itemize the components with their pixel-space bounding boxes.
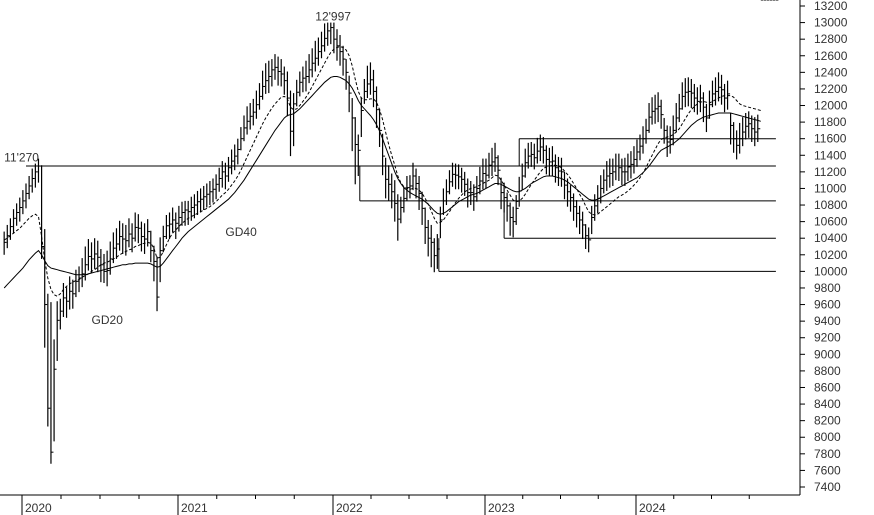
- moving-averages: [3, 46, 761, 297]
- y-tick-label: 10800: [814, 198, 848, 212]
- y-tick-label: 13200: [814, 0, 848, 13]
- y-tick-label: 11800: [814, 115, 847, 129]
- y-tick-label: 12400: [814, 65, 848, 79]
- y-tick-label: 12600: [814, 49, 848, 63]
- y-tick-label: 8000: [814, 430, 841, 444]
- y-tick-label: 9600: [814, 298, 841, 312]
- y-tick-label: 9000: [814, 347, 841, 361]
- chart-annotation: GD40: [225, 225, 257, 239]
- chart-annotation: GD20: [92, 313, 124, 327]
- y-tick-label: 10400: [814, 231, 848, 245]
- y-tick-label: 11400: [814, 148, 847, 162]
- x-tick-label: 2024: [639, 501, 666, 515]
- y-tick-label: 13000: [814, 16, 848, 30]
- chart-annotation: 11'270: [4, 151, 39, 165]
- x-tick-label: 2020: [25, 501, 52, 515]
- y-tick-label: 8800: [814, 364, 841, 378]
- y-tick-label: 8600: [814, 380, 841, 394]
- y-tick-label: 8200: [814, 414, 841, 428]
- y-tick-label: 8400: [814, 397, 841, 411]
- y-axis: 7400 7600 7800 8000 8200 8400 8600 8800 9000 9200…: [799, 0, 848, 495]
- y-tick-label: 9800: [814, 281, 841, 295]
- chart-annotation: 12'997: [315, 10, 351, 24]
- moving-average-line: [3, 46, 761, 297]
- y-tick-label: 12200: [814, 82, 848, 96]
- y-tick-label: 7800: [814, 447, 841, 461]
- y-tick-label: 7400: [814, 480, 841, 494]
- y-tick-label: 11000: [814, 181, 847, 195]
- y-tick-label: 7600: [814, 463, 841, 477]
- x-axis: 2020 2021 2022 2023 2024: [0, 494, 800, 515]
- y-tick-label: 12800: [814, 32, 848, 46]
- y-tick-label: 11600: [814, 132, 847, 146]
- ohlc-bars: [3, 0, 779, 464]
- y-tick-label: 10000: [814, 264, 848, 278]
- x-tick-label: 2022: [336, 501, 363, 515]
- y-tick-label: 9400: [814, 314, 841, 328]
- y-tick-label: 12000: [814, 99, 848, 113]
- y-tick-label: 11200: [814, 165, 847, 179]
- y-tick-label: 9200: [814, 331, 841, 345]
- annotations: 11'270 12'997 GD40 GD20: [4, 10, 351, 328]
- x-tick-label: 2021: [181, 501, 208, 515]
- moving-average-line: [3, 76, 761, 289]
- y-tick-label: 10200: [814, 248, 848, 262]
- plot-area: 11'270 12'997 GD40 GD20: [3, 0, 779, 464]
- y-tick-label: 10600: [814, 215, 848, 229]
- x-tick-label: 2023: [488, 501, 515, 515]
